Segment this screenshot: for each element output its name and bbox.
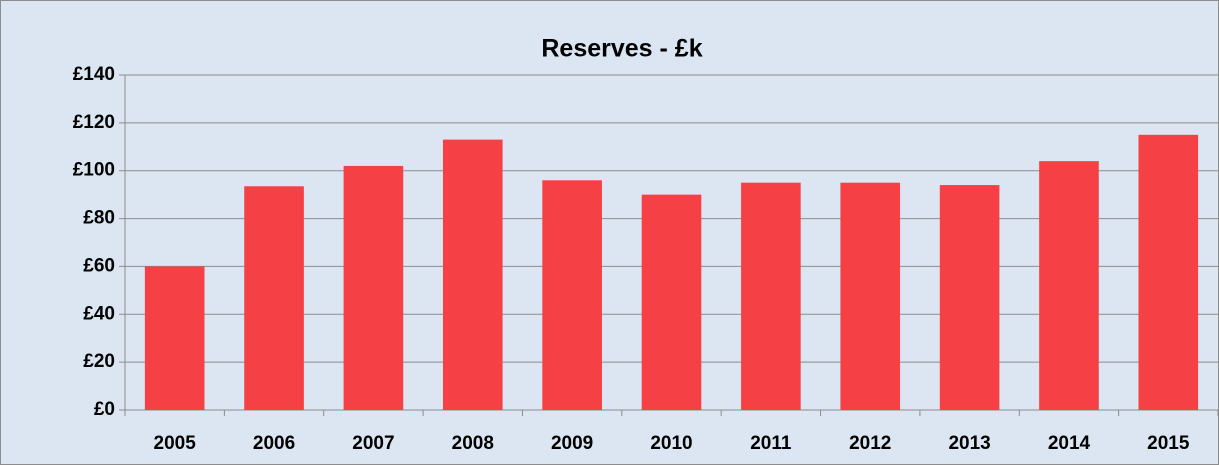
bar — [840, 182, 901, 410]
bar — [343, 165, 404, 410]
bar — [1039, 161, 1099, 410]
bar — [144, 266, 205, 410]
x-tick-label: 2007 — [352, 433, 394, 454]
y-tick-label: £120 — [73, 112, 115, 133]
bar — [442, 139, 503, 410]
bar — [1138, 134, 1199, 411]
x-tick-label: 2005 — [154, 433, 197, 454]
x-tick-label: 2014 — [1048, 433, 1091, 454]
y-tick-label: £60 — [83, 255, 115, 276]
x-tick-label: 2015 — [1147, 433, 1190, 454]
bar — [542, 180, 602, 410]
bar — [939, 185, 1000, 410]
bar — [244, 186, 304, 410]
x-tick-label: 2013 — [948, 433, 990, 454]
bar — [741, 182, 801, 410]
chart-title: Reserves - £k — [541, 35, 702, 63]
y-tick-label: £100 — [73, 160, 115, 181]
x-tick-label: 2006 — [253, 433, 295, 454]
x-tick-label: 2008 — [452, 433, 494, 454]
y-tick-label: £0 — [94, 399, 115, 420]
bar — [641, 194, 702, 410]
y-tick-label: £40 — [83, 303, 115, 324]
x-tick-label: 2009 — [551, 433, 593, 454]
y-tick-label: £80 — [83, 208, 115, 229]
y-tick-label: £140 — [73, 64, 115, 85]
x-tick-label: 2011 — [750, 433, 792, 454]
y-tick-label: £20 — [83, 351, 115, 372]
x-tick-label: 2012 — [849, 433, 891, 454]
x-tick-label: 2010 — [650, 433, 692, 454]
